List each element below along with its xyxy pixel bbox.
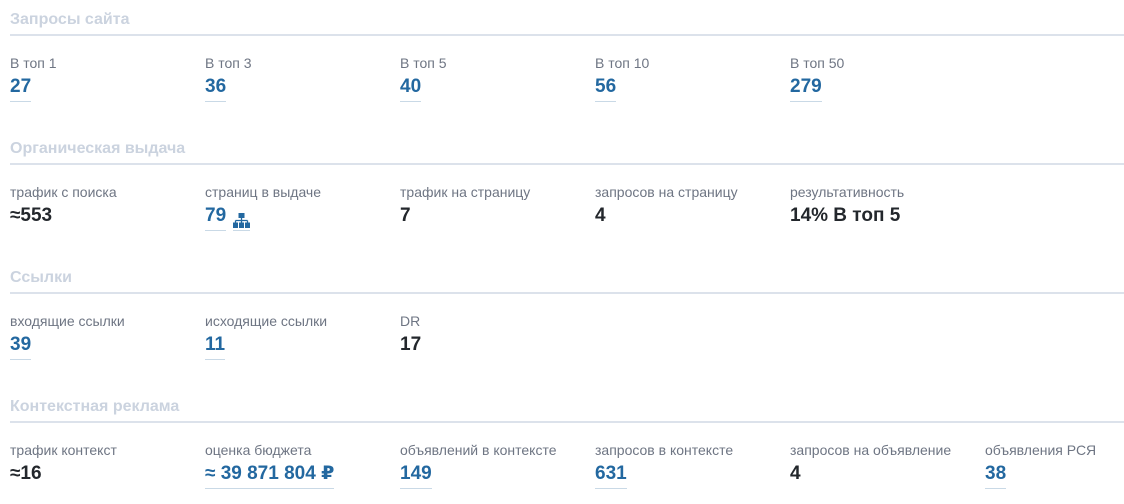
- metric-value-wrap: 38: [985, 462, 1124, 489]
- metric-value-link[interactable]: 39: [10, 333, 32, 360]
- metric-cell: В топ 50 279: [790, 54, 985, 102]
- metric-label: входящие ссылки: [10, 313, 125, 329]
- metric-value-wrap: 27: [10, 75, 205, 102]
- metric-cell: оценка бюджета ≈ 39 871 804 ₽: [205, 441, 400, 489]
- metric-value: 17: [400, 334, 422, 355]
- metric-value-link[interactable]: 56: [595, 75, 617, 102]
- metric-label: В топ 10: [595, 55, 650, 71]
- metric-cell: трафик на страницу 7: [400, 183, 595, 231]
- metric-cell: трафик с поиска ≈553: [10, 183, 205, 231]
- metric-label: исходящие ссылки: [205, 313, 328, 329]
- metric-value: 4: [595, 205, 606, 226]
- metric-label: трафик с поиска: [10, 184, 117, 200]
- metric-label: В топ 50: [790, 55, 845, 71]
- metrics-section: Запросы сайта В топ 1 27 В топ 3 36 В то…: [10, 10, 1124, 102]
- metric-label: DR: [400, 313, 421, 329]
- metric-label: запросов в контексте: [595, 442, 734, 458]
- metric-value-wrap: 279: [790, 75, 985, 102]
- metric-cell: DR 17: [400, 312, 595, 360]
- metric-value-link[interactable]: 27: [10, 75, 32, 102]
- metric-label: трафик на страницу: [400, 184, 531, 200]
- metric-label: запросов на страницу: [595, 184, 738, 200]
- metric-value-wrap: 7: [400, 204, 595, 228]
- section-divider: [10, 163, 1124, 165]
- metric-value-wrap: 36: [205, 75, 400, 102]
- metrics-row: трафик с поиска ≈553 страниц в выдаче 79…: [10, 183, 1124, 231]
- metric-cell: В топ 1 27: [10, 54, 205, 102]
- metric-cell: объявлений в контексте 149: [400, 441, 595, 489]
- section-title: Запросы сайта: [10, 11, 130, 28]
- metric-value: 14% В топ 5: [790, 205, 901, 226]
- metric-value: ≈16: [10, 463, 42, 484]
- metric-value-link[interactable]: ≈ 39 871 804 ₽: [205, 462, 335, 489]
- metric-cell: исходящие ссылки 11: [205, 312, 400, 360]
- metric-value-wrap: ≈ 39 871 804 ₽: [205, 462, 400, 489]
- metric-value-wrap: 39: [10, 333, 205, 360]
- metric-value: ≈553: [10, 205, 53, 226]
- metric-value-wrap: 79: [205, 204, 400, 231]
- section-divider: [10, 34, 1124, 36]
- section-divider: [10, 421, 1124, 423]
- metric-value-link[interactable]: 38: [985, 462, 1007, 489]
- sitemap-icon[interactable]: [233, 213, 251, 231]
- metric-cell: входящие ссылки 39: [10, 312, 205, 360]
- metric-value-link[interactable]: 149: [400, 462, 432, 489]
- metric-label: страниц в выдаче: [205, 184, 321, 200]
- metrics-section: Ссылки входящие ссылки 39 исходящие ссыл…: [10, 268, 1124, 360]
- metric-cell: В топ 10 56: [595, 54, 790, 102]
- metric-value-link[interactable]: 36: [205, 75, 227, 102]
- metric-value: 7: [400, 205, 411, 226]
- metric-cell: запросов на объявление 4: [790, 441, 985, 489]
- metric-value-wrap: 4: [790, 462, 985, 486]
- metric-value-wrap: 631: [595, 462, 790, 489]
- metrics-row: трафик контекст ≈16 оценка бюджета ≈ 39 …: [10, 441, 1124, 489]
- section-divider: [10, 292, 1124, 294]
- metric-value-wrap: 40: [400, 75, 595, 102]
- metric-label: оценка бюджета: [205, 442, 312, 458]
- metric-label: объявления РСЯ: [985, 442, 1097, 458]
- metric-cell: В топ 3 36: [205, 54, 400, 102]
- metrics-section: Органическая выдача трафик с поиска ≈553…: [10, 139, 1124, 231]
- metric-value-link[interactable]: 40: [400, 75, 422, 102]
- metric-value-link[interactable]: 79: [205, 204, 227, 231]
- metric-label: В топ 5: [400, 55, 447, 71]
- metric-label: трафик контекст: [10, 442, 117, 458]
- metric-value-link[interactable]: 631: [595, 462, 627, 489]
- metric-label: В топ 1: [10, 55, 57, 71]
- metric-cell: запросов на страницу 4: [595, 183, 790, 231]
- metrics-row: В топ 1 27 В топ 3 36 В топ 5 40 В топ 1…: [10, 54, 1124, 102]
- metric-value-wrap: 56: [595, 75, 790, 102]
- section-title: Ссылки: [10, 269, 72, 286]
- section-title: Контекстная реклама: [10, 398, 180, 415]
- metric-cell: В топ 5 40: [400, 54, 595, 102]
- metric-label: объявлений в контексте: [400, 442, 557, 458]
- metric-value-wrap: 11: [205, 333, 400, 360]
- metric-cell: трафик контекст ≈16: [10, 441, 205, 489]
- metric-value-wrap: 149: [400, 462, 595, 489]
- metric-value: 4: [790, 463, 801, 484]
- metric-value-wrap: 4: [595, 204, 790, 228]
- metric-value-wrap: ≈16: [10, 462, 205, 486]
- metric-value-link[interactable]: 11: [205, 333, 226, 360]
- section-title: Органическая выдача: [10, 140, 186, 157]
- metric-label: В топ 3: [205, 55, 252, 71]
- metrics-section: Контекстная реклама трафик контекст ≈16 …: [10, 397, 1124, 489]
- metric-label: запросов на объявление: [790, 442, 952, 458]
- metric-cell: страниц в выдаче 79: [205, 183, 400, 231]
- metric-value-link[interactable]: 279: [790, 75, 822, 102]
- metric-value-wrap: 17: [400, 333, 595, 357]
- metric-label: результативность: [790, 184, 905, 200]
- metric-cell: результативность 14% В топ 5: [790, 183, 985, 231]
- metric-cell: объявления РСЯ 38: [985, 441, 1124, 489]
- metric-value-wrap: 14% В топ 5: [790, 204, 985, 228]
- metrics-row: входящие ссылки 39 исходящие ссылки 11 D…: [10, 312, 1124, 360]
- metric-cell: запросов в контексте 631: [595, 441, 790, 489]
- metric-value-wrap: ≈553: [10, 204, 205, 228]
